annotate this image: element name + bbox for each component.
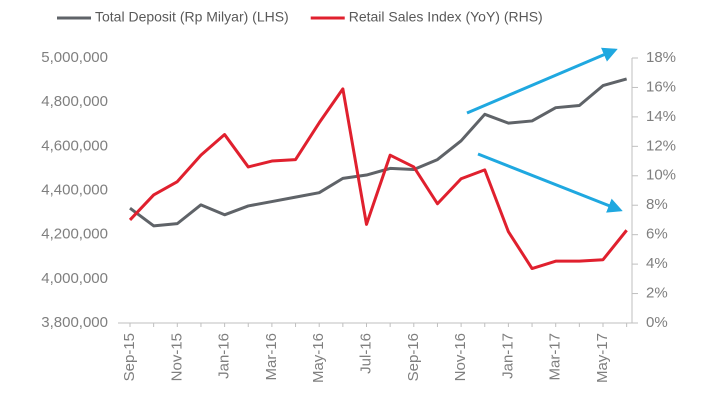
y-tick-label: 3,800,000 (41, 314, 108, 331)
legend: Total Deposit (Rp Milyar) (LHS) Retail Sa… (57, 9, 543, 25)
y2-tick-label: 14% (646, 108, 676, 125)
y-tick-label: 4,600,000 (41, 137, 108, 154)
y-tick-label: 4,800,000 (41, 93, 108, 110)
annotation-arrow (466, 47, 618, 115)
x-tick-label: May-17 (594, 333, 611, 383)
y-tick-label: 4,000,000 (41, 270, 108, 287)
series-line (128, 87, 628, 271)
x-tick-label: Mar-17 (547, 333, 564, 381)
x-tick-label: Sep-16 (405, 333, 422, 381)
x-tick-label: Jan-17 (499, 333, 516, 379)
legend-label: Total Deposit (Rp Milyar) (LHS) (95, 9, 289, 25)
y2-tick-label: 0% (646, 314, 668, 331)
series-line (129, 77, 628, 228)
y-tick-label: 4,400,000 (41, 181, 108, 198)
y2-tick-label: 12% (646, 137, 676, 154)
x-tick-label: Jul-16 (357, 333, 374, 374)
y2-tick-label: 10% (646, 167, 676, 184)
y2-tick-label: 4% (646, 255, 668, 272)
y2-tick-label: 18% (646, 49, 676, 66)
y2-tick-label: 6% (646, 226, 668, 243)
y2-tick-label: 16% (646, 78, 676, 95)
y2-tick-label: 8% (646, 196, 668, 213)
x-tick-label: May-16 (310, 333, 327, 383)
x-tick-label: Mar-16 (263, 333, 280, 381)
x-tick-label: Jan-16 (216, 333, 233, 379)
x-tick-label: Nov-15 (168, 333, 185, 381)
y2-tick-label: 2% (646, 285, 668, 302)
y-tick-label: 5,000,000 (41, 49, 108, 66)
annotation-arrow (477, 152, 623, 213)
x-tick-label: Sep-15 (121, 333, 138, 381)
legend-label: Retail Sales Index (YoY) (RHS) (349, 9, 543, 25)
y-tick-label: 4,200,000 (41, 226, 108, 243)
x-tick-label: Nov-16 (452, 333, 469, 381)
